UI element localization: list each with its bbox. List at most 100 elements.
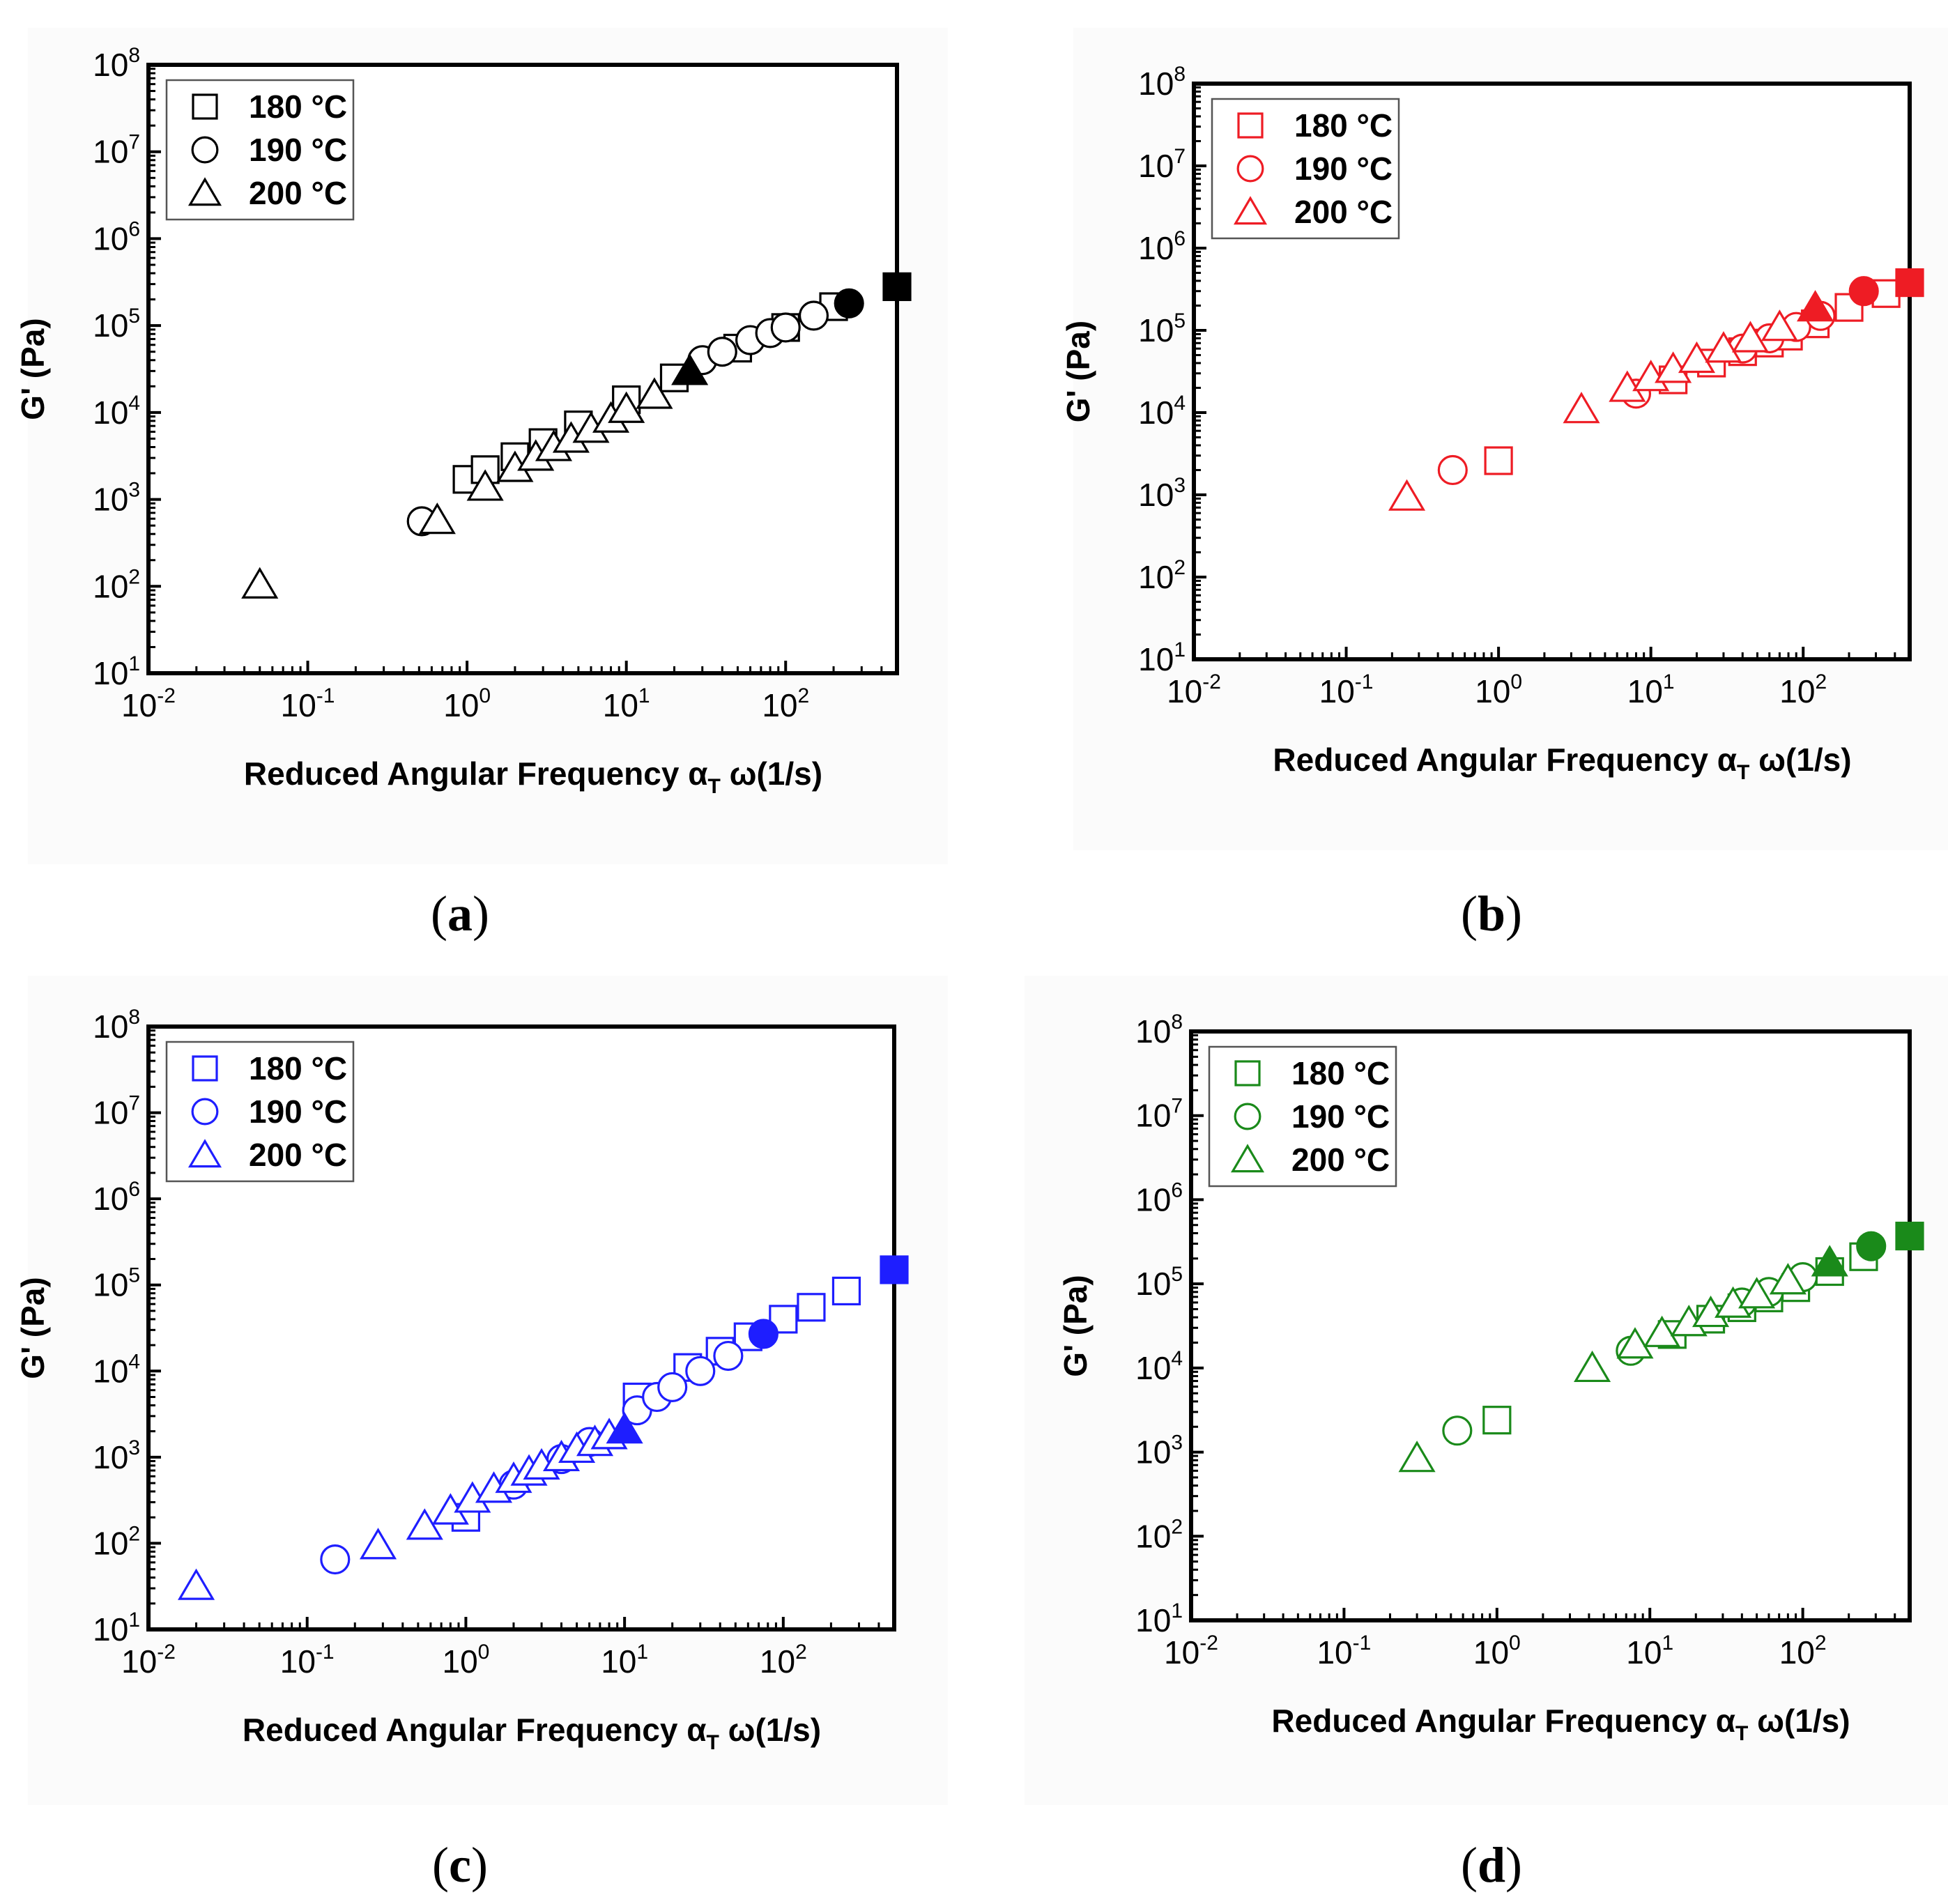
- x-tick-label: 101: [601, 1641, 648, 1680]
- data-point-circle: [1856, 1231, 1887, 1261]
- x-tick-label: 101: [1626, 1632, 1673, 1671]
- x-tick-base: 10: [601, 1643, 636, 1680]
- legend: 180 °C 190 °C 200 °C: [1208, 1045, 1397, 1188]
- data-point-triangle: [241, 567, 279, 599]
- y-tick-exponent: 2: [128, 565, 140, 588]
- legend-marker-triangle: [1233, 196, 1268, 225]
- data-point-circle: [1442, 1415, 1473, 1446]
- data-point-circle: [1437, 454, 1468, 486]
- data-point-triangle: [1574, 1350, 1611, 1383]
- y-tick-base: 10: [93, 1181, 128, 1217]
- data-point-triangle: [1388, 479, 1426, 511]
- data-point-triangle: [1678, 341, 1716, 374]
- legend-label: 190 °C: [1294, 151, 1393, 187]
- series-triangle: [1398, 1245, 1848, 1473]
- series-triangle: [1388, 290, 1834, 511]
- legend-marker-triangle: [187, 177, 222, 206]
- y-tick-base: 10: [1135, 1602, 1171, 1638]
- y-tick-exponent: 3: [1174, 474, 1186, 497]
- data-point-circle: [748, 1319, 779, 1349]
- panel-caption-letter: a: [447, 886, 473, 942]
- y-tick-base: 10: [93, 307, 128, 344]
- panel-caption: (b): [1461, 886, 1522, 942]
- y-tick-base: 10: [1135, 1013, 1171, 1050]
- y-tick-base: 10: [93, 1525, 128, 1561]
- data-point-triangle: [671, 353, 709, 385]
- x-tick-exponent: -1: [316, 1641, 335, 1664]
- x-tick-exponent: 2: [795, 1641, 807, 1664]
- y-tick-base: 10: [1138, 394, 1174, 431]
- y-tick-label: 108: [93, 1006, 140, 1045]
- y-tick-label: 103: [93, 1436, 140, 1475]
- data-point-circle: [707, 337, 737, 367]
- legend-label: 200 °C: [1294, 194, 1393, 230]
- x-tick-base: 10: [281, 687, 316, 723]
- panel-a: 10-2 10-1 100 101 10210110210310410510610710…: [15, 28, 948, 864]
- x-tick-label: 10-2: [121, 684, 176, 723]
- y-tick-base: 10: [1135, 1181, 1171, 1218]
- x-tick-label: 102: [1779, 670, 1827, 709]
- y-tick-base: 10: [93, 1353, 128, 1389]
- x-axis-title-alpha: α: [687, 1712, 706, 1748]
- data-point-triangle: [1616, 1327, 1654, 1359]
- y-tick-label: 105: [93, 1264, 140, 1303]
- y-tick-exponent: 7: [1171, 1095, 1183, 1118]
- y-tick-label: 107: [93, 1092, 140, 1131]
- y-tick-label: 104: [1135, 1347, 1183, 1386]
- panel-caption-letter: c: [449, 1837, 471, 1893]
- x-tick-exponent: 0: [478, 1641, 490, 1664]
- y-tick-base: 10: [1135, 1266, 1171, 1302]
- y-tick-exponent: 1: [1174, 638, 1186, 661]
- y-tick-label: 108: [1135, 1011, 1183, 1050]
- y-tick-label: 103: [1135, 1431, 1183, 1471]
- x-tick-exponent: 0: [1510, 670, 1522, 693]
- x-axis-title-main: Reduced Angular Frequency: [1271, 1703, 1715, 1739]
- data-point-triangle: [1811, 1245, 1848, 1277]
- x-tick-exponent: -2: [1202, 670, 1221, 693]
- y-tick-exponent: 7: [128, 131, 140, 154]
- data-point-square: [880, 1255, 909, 1284]
- y-tick-label: 106: [1138, 227, 1186, 266]
- data-point-triangle: [1731, 321, 1769, 353]
- x-tick-label: 102: [762, 684, 809, 723]
- x-tick-exponent: 1: [1662, 1632, 1673, 1655]
- legend-label: 180 °C: [1294, 107, 1393, 144]
- legend-label: 190 °C: [1291, 1098, 1390, 1135]
- x-axis-title-main: Reduced Angular Frequency: [1273, 742, 1717, 778]
- y-axis-title: G' (Pa): [15, 1277, 51, 1379]
- legend-marker-square: [1234, 1060, 1261, 1087]
- y-tick-label: 105: [93, 305, 140, 344]
- x-tick-exponent: -2: [157, 684, 176, 707]
- legend-label: 180 °C: [249, 1050, 347, 1087]
- data-point-square: [831, 1276, 861, 1306]
- x-axis-title-rest: ω(1/s): [1749, 742, 1851, 778]
- legend-label: 190 °C: [249, 132, 347, 168]
- data-point-circle: [1848, 276, 1879, 307]
- x-tick-exponent: 1: [1663, 670, 1675, 693]
- legend-marker-square: [192, 93, 218, 120]
- panel-caption-letter: b: [1478, 886, 1505, 942]
- y-tick-exponent: 5: [1174, 309, 1186, 332]
- y-tick-base: 10: [1135, 1434, 1171, 1471]
- x-axis-title-alpha: α: [1716, 1703, 1735, 1739]
- data-point-circle: [834, 288, 864, 318]
- panel-b: 10-2 10-1 100 101 10210110210310410510610710…: [1060, 28, 1948, 850]
- y-tick-exponent: 1: [128, 1609, 140, 1632]
- data-point-triangle: [1705, 331, 1742, 363]
- data-point-triangle: [359, 1528, 397, 1560]
- x-axis-title: Reduced Angular Frequency αT ω(1/s): [243, 1712, 821, 1754]
- x-axis-title-alpha: α: [1717, 742, 1737, 778]
- y-tick-label: 102: [93, 1522, 140, 1561]
- x-axis-title-rest: ω(1/s): [719, 1712, 821, 1748]
- legend-label: 180 °C: [249, 89, 347, 125]
- x-tick-base: 10: [1779, 673, 1815, 709]
- legend-marker-circle: [191, 136, 219, 164]
- x-axis-title: Reduced Angular Frequency αT ω(1/s): [1271, 1703, 1850, 1745]
- x-tick-base: 10: [121, 687, 157, 723]
- legend: 180 °C 190 °C 200 °C: [165, 1041, 355, 1183]
- y-tick-base: 10: [93, 394, 128, 431]
- data-point-triangle: [1796, 290, 1834, 322]
- y-axis-title: G' (Pa): [1057, 1275, 1094, 1376]
- panel-c: 10-2 10-1 100 101 10210110210310410510610710…: [15, 976, 948, 1805]
